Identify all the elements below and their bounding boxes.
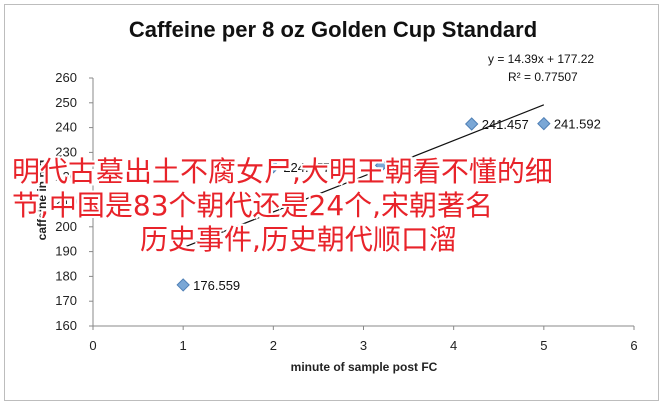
data-point-label: 224.177 [283,160,330,175]
data-point-marker [374,158,389,173]
axes [92,78,634,327]
data-point-label: 176.559 [193,278,240,293]
x-tick-label: 6 [630,338,637,353]
chart-title: Caffeine per 8 oz Golden Cup Standard [129,17,537,42]
trendline-equation: y = 14.39x + 177.22 [488,52,594,66]
y-tick-label: 200 [55,219,77,234]
y-tick-label: 170 [55,293,77,308]
x-axis-label: minute of sample post FC [291,360,438,374]
y-tick-label: 250 [55,95,77,110]
x-tick-label: 2 [270,338,277,353]
data-point-label: 241.592 [554,117,601,132]
y-tick-label: 220 [55,169,77,184]
data-point-marker [537,116,551,131]
y-tick-label: 190 [55,244,77,259]
trendline-r-squared: R² = 0.77507 [508,70,578,84]
data-point-marker [176,278,190,292]
data-points: 176.559 224.177 224.781 241.457 241.592 [176,116,601,293]
y-tick-label: 260 [55,70,77,85]
x-tick-label: 4 [450,338,457,353]
x-tick-label: 5 [540,338,547,353]
y-axis-label: caffeine in mg [35,160,49,241]
data-point-marker [266,160,281,174]
x-tick-label: 0 [89,338,96,353]
x-tick-label: 3 [360,338,367,353]
trendline [182,104,545,249]
y-tick-label: 180 [55,268,77,283]
x-tick-label: 1 [180,338,187,353]
y-tick-label: 240 [55,120,77,135]
data-point-marker [464,117,479,131]
tick-labels: 160 170 180 190 200 210 220 230 240 250 260 0 1 2 3 4 5 6 [55,70,637,353]
chart-frame [4,4,659,401]
data-point-label: 241.457 [482,117,529,132]
data-point-label: 224.781 [392,158,439,173]
y-tick-label: 230 [55,144,77,159]
y-tick-label: 210 [55,194,77,209]
y-tick-label: 160 [55,318,77,333]
